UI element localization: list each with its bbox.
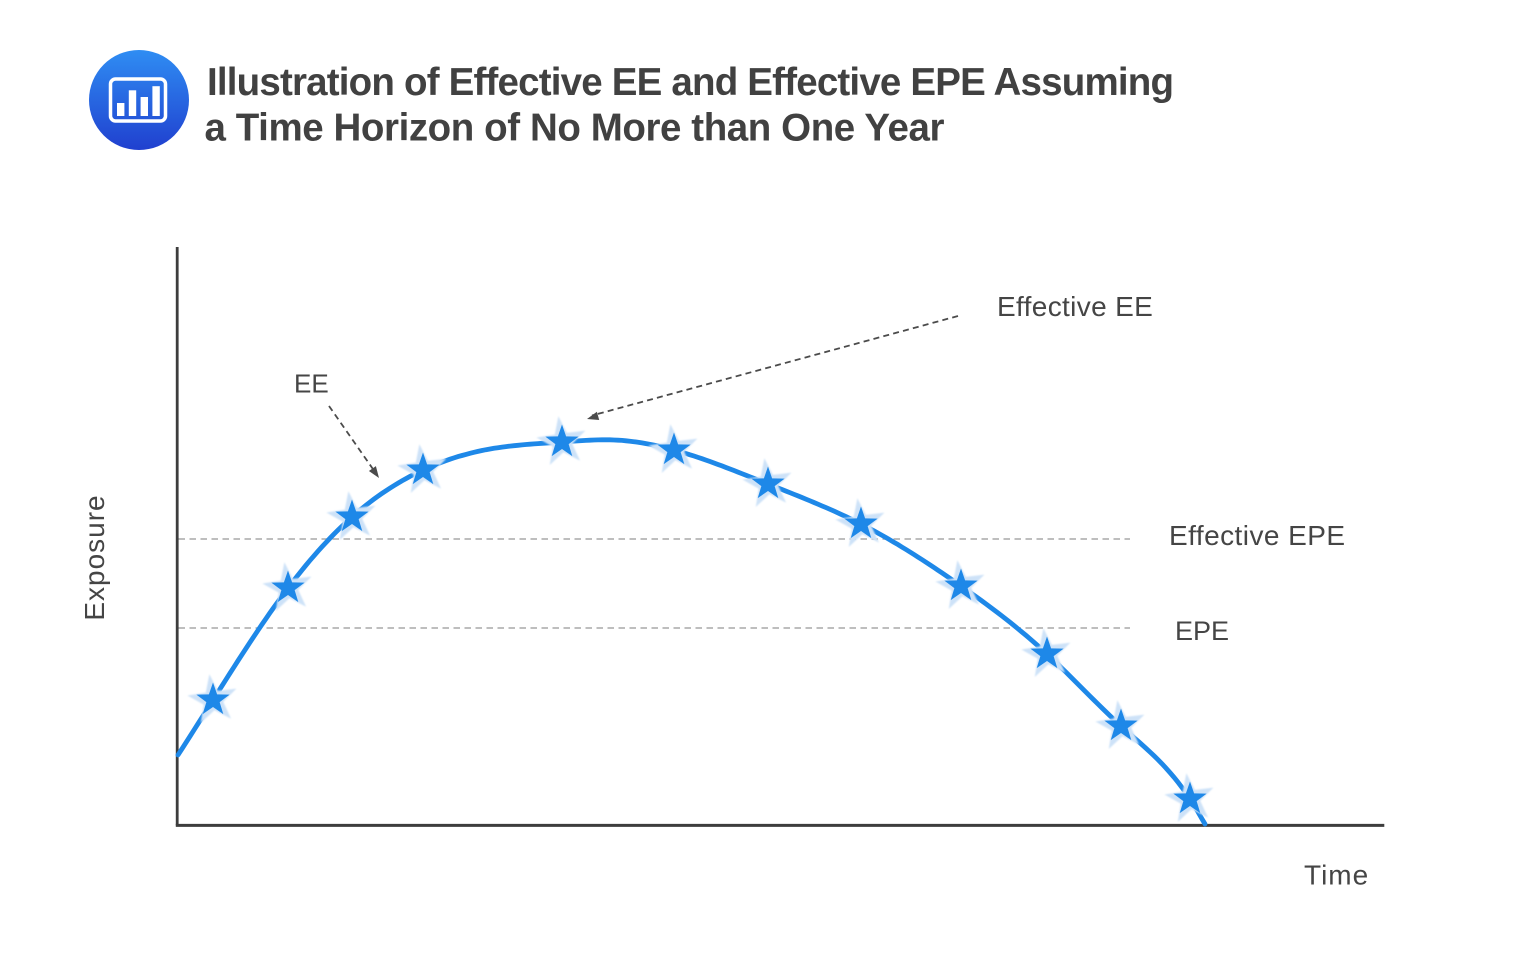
svg-text:a Time Horizon of No More than: a Time Horizon of No More than One Year — [205, 107, 945, 150]
svg-text:Effective EE: Effective EE — [997, 291, 1153, 322]
svg-text:EPE: EPE — [1175, 616, 1229, 646]
svg-text:Effective EPE: Effective EPE — [1169, 520, 1346, 551]
svg-text:Exposure: Exposure — [79, 494, 110, 620]
svg-text:Time: Time — [1304, 860, 1369, 891]
svg-text:Illustration of Effective EE a: Illustration of Effective EE and Effecti… — [207, 61, 1174, 104]
svg-text:EE: EE — [294, 368, 329, 398]
